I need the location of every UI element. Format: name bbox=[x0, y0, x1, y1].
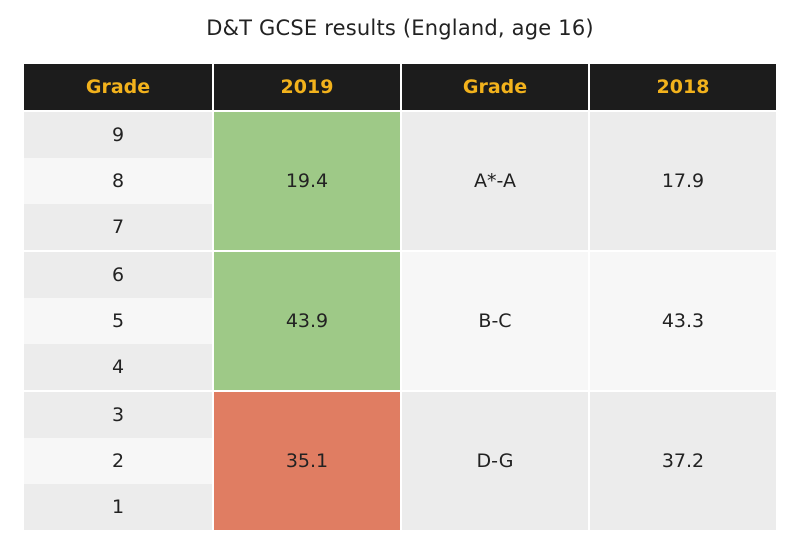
grade-cell: 2 bbox=[24, 438, 212, 484]
grade-2018-cell: B-C bbox=[402, 252, 588, 390]
value-2019-cell: 43.9 bbox=[214, 252, 400, 390]
grade-cell: 1 bbox=[24, 484, 212, 530]
grade-cell: 9 bbox=[24, 112, 212, 158]
grade-cell: 5 bbox=[24, 298, 212, 344]
value-2018-cell: 17.9 bbox=[590, 112, 776, 250]
grade-cell: 3 bbox=[24, 392, 212, 438]
header-cell: 2019 bbox=[214, 64, 400, 110]
grade-cell: 8 bbox=[24, 158, 212, 204]
grade-cell: 7 bbox=[24, 204, 212, 250]
header-cell: 2018 bbox=[590, 64, 776, 110]
value-2019-cell: 35.1 bbox=[214, 392, 400, 530]
value-2018-cell: 37.2 bbox=[590, 392, 776, 530]
grade-2018-cell: D-G bbox=[402, 392, 588, 530]
grade-cell: 4 bbox=[24, 344, 212, 390]
value-2018-cell: 43.3 bbox=[590, 252, 776, 390]
results-table: Grade 2019 Grade 2018 9 8 7 19.4 A*-A 17.9 6 5 4 43.9… bbox=[24, 64, 776, 530]
grade-2018-cell: A*-A bbox=[402, 112, 588, 250]
header-cell: Grade bbox=[24, 64, 212, 110]
value-2019-cell: 19.4 bbox=[214, 112, 400, 250]
grade-cell: 6 bbox=[24, 252, 212, 298]
chart-title: D&T GCSE results (England, age 16) bbox=[206, 16, 594, 40]
header-cell: Grade bbox=[402, 64, 588, 110]
